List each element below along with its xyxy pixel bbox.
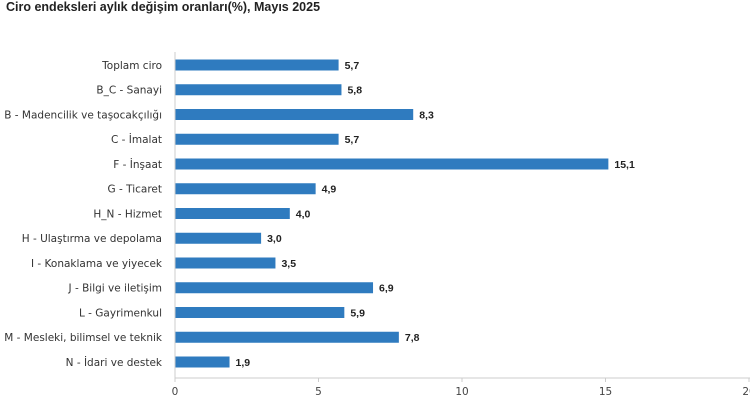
- x-tick-label: 15: [599, 386, 612, 398]
- data-label: 5,7: [345, 134, 360, 146]
- x-axis-ticks: 0 5 10 15 20: [172, 378, 750, 398]
- bar: [175, 84, 342, 96]
- data-label: 5,7: [345, 60, 360, 72]
- category-label: C - İmalat: [111, 133, 162, 146]
- data-label: 6,9: [379, 283, 394, 295]
- bar: [175, 356, 230, 368]
- category-label: N - İdari ve destek: [66, 356, 163, 369]
- bar: [175, 331, 399, 343]
- bar: [175, 59, 339, 71]
- x-tick-label: 5: [315, 386, 322, 398]
- category-label: I - Konaklama ve yiyecek: [31, 258, 163, 270]
- bar: [175, 183, 316, 195]
- category-label: H_N - Hizmet: [93, 208, 162, 220]
- bar: [175, 307, 345, 318]
- category-label: L - Gayrimenkul: [79, 307, 162, 319]
- data-label: 7,8: [405, 332, 420, 344]
- bar: [175, 133, 339, 145]
- data-label: 4,0: [296, 208, 311, 220]
- data-label: 5,9: [350, 307, 365, 319]
- category-label: F - İnşaat: [113, 158, 162, 171]
- data-label: 4,9: [322, 184, 337, 196]
- data-label: 5,8: [347, 85, 362, 97]
- bar: [175, 282, 374, 294]
- chart-title: Ciro endeksleri aylık değişim oranları(%…: [6, 0, 321, 14]
- bar: [175, 257, 276, 269]
- data-label: 15,1: [614, 159, 635, 171]
- category-label: J - Bilgi ve iletişim: [68, 283, 162, 295]
- category-label: M - Mesleki, bilimsel ve teknik: [4, 332, 163, 344]
- category-label: H - Ulaştırma ve depolama: [22, 233, 162, 245]
- data-label: 3,0: [267, 233, 282, 245]
- x-tick-label: 0: [172, 386, 179, 398]
- x-tick-label: 10: [455, 386, 468, 398]
- bar: [175, 208, 290, 219]
- data-label: 8,3: [419, 109, 434, 121]
- x-tick-label: 20: [742, 386, 750, 398]
- category-label: G - Ticaret: [108, 184, 162, 196]
- bar: [175, 158, 609, 170]
- data-label: 1,9: [236, 357, 251, 369]
- bars-group: Toplam ciro 5,7 B_C - Sanayi 5,8 B - Madenci…: [4, 59, 635, 369]
- category-label: Toplam ciro: [101, 60, 162, 72]
- data-label: 3,5: [281, 258, 296, 270]
- bar: [175, 109, 414, 120]
- category-label: B - Madencilik ve taşocakçılığı: [4, 109, 162, 121]
- bar: [175, 232, 262, 244]
- category-label: B_C - Sanayi: [96, 85, 162, 97]
